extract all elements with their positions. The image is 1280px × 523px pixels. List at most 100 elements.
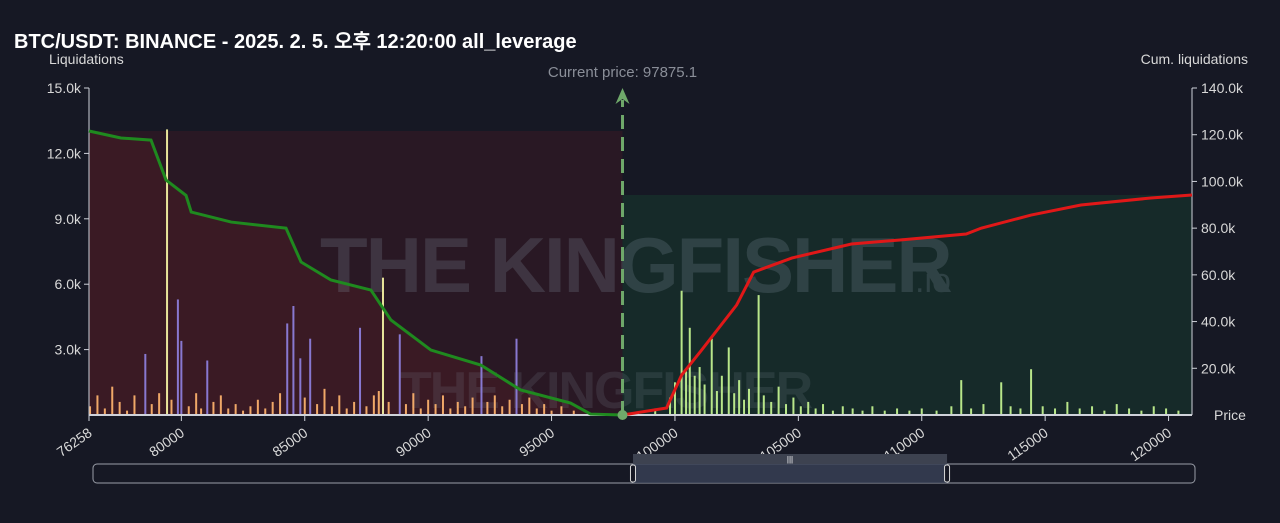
liquidation-bar xyxy=(515,338,518,415)
liquidation-bar xyxy=(187,406,190,415)
liquidation-bar xyxy=(908,410,911,415)
liquidation-bar xyxy=(920,408,923,415)
liquidation-bar xyxy=(219,395,222,415)
watermark-suffix: .io xyxy=(915,262,951,300)
long-liquidation-area xyxy=(622,194,1192,415)
liquidation-bar xyxy=(935,410,938,415)
liquidation-bar xyxy=(309,338,312,415)
liquidation-bar xyxy=(1152,406,1155,415)
liquidation-bar xyxy=(365,406,368,415)
liquidation-bar xyxy=(851,408,854,415)
liquidation-bar xyxy=(195,393,198,415)
liquidation-bar xyxy=(693,375,696,415)
liquidation-bar xyxy=(493,395,496,415)
liquidation-bar xyxy=(303,397,306,415)
liquidation-bar xyxy=(743,399,746,415)
right-tick-label: 40.0k xyxy=(1201,314,1236,330)
liquidation-bar xyxy=(883,410,886,415)
liquidation-bar xyxy=(480,356,483,415)
liquidation-bar xyxy=(419,408,422,415)
zoom-slider[interactable]: ||| xyxy=(92,454,1196,484)
liquidation-bar xyxy=(543,404,546,415)
liquidation-bar xyxy=(427,399,430,415)
liquidation-bar xyxy=(560,406,563,415)
liquidation-bar xyxy=(688,327,691,415)
liquidation-bar xyxy=(412,393,415,415)
liquidation-bar xyxy=(703,384,706,415)
chart-title: BTC/USDT: BINANCE - 2025. 2. 5. 오후 12:20… xyxy=(14,30,577,53)
liquidation-bar xyxy=(206,360,209,415)
liquidation-bar xyxy=(449,408,452,415)
liquidation-bar xyxy=(338,395,341,415)
liquidation-bar xyxy=(807,401,810,415)
liquidation-bar xyxy=(377,391,380,415)
liquidation-bar xyxy=(572,410,575,415)
liquidation-bar xyxy=(715,391,718,415)
liquidation-bar xyxy=(264,408,267,415)
liquidation-bar xyxy=(200,408,203,415)
liquidation-bar xyxy=(1140,410,1143,415)
liquidation-bar xyxy=(1091,406,1094,415)
liquidation-bar xyxy=(180,340,183,415)
left-tick-label: 12.0k xyxy=(47,145,82,161)
right-tick-label: 120.0k xyxy=(1201,127,1244,143)
liquidation-bar xyxy=(680,290,683,415)
liquidation-bar xyxy=(242,410,245,415)
liquidation-bar xyxy=(434,404,437,415)
liquidation-bar xyxy=(381,277,384,415)
cum-long-line xyxy=(622,193,1193,417)
liquidation-bar xyxy=(387,401,390,415)
liquidation-bar xyxy=(733,393,736,415)
liquidation-bar xyxy=(799,406,802,415)
liquidation-bar xyxy=(456,401,459,415)
right-tick-label: 80.0k xyxy=(1201,220,1236,236)
liquidation-bar xyxy=(673,382,676,415)
liquidation-bar xyxy=(1165,408,1168,415)
liquidation-bar xyxy=(528,397,531,415)
liquidation-bar xyxy=(950,406,953,415)
liquidation-bar xyxy=(1019,408,1022,415)
liquidation-bar xyxy=(871,406,874,415)
right-tick-label: 20.0k xyxy=(1201,360,1236,376)
liquidation-bar xyxy=(982,404,985,415)
liquidation-bar xyxy=(654,408,657,415)
liquidation-bar xyxy=(398,334,401,415)
liquidation-bar xyxy=(345,408,348,415)
watermark-text: THE KINGFISHER xyxy=(320,221,951,309)
right-tick-label: 60.0k xyxy=(1201,267,1236,283)
left-tick-label: 3.0k xyxy=(55,342,82,358)
liquidation-bar xyxy=(227,408,230,415)
liquidation-bar xyxy=(970,408,973,415)
slider-handle-right[interactable] xyxy=(944,464,951,483)
liquidation-bar xyxy=(279,393,282,415)
liquidation-bar xyxy=(738,380,741,415)
liquidation-bar xyxy=(777,386,780,415)
right-tick-label: 140.0k xyxy=(1201,80,1244,96)
liquidation-bar xyxy=(1103,410,1106,415)
current-price-marker xyxy=(617,410,628,420)
liquidation-bar xyxy=(669,397,672,415)
liquidation-bar xyxy=(550,410,553,415)
liquidation-bar xyxy=(118,401,121,415)
liquidation-bar xyxy=(323,388,326,415)
liquidation-bar xyxy=(441,395,444,415)
liquidation-bar xyxy=(176,299,179,415)
liquidation-bar xyxy=(271,401,274,415)
liquidation-bar xyxy=(896,408,899,415)
liquidation-bar xyxy=(234,404,237,415)
liquidation-bar xyxy=(316,404,319,415)
left-tick-label: 15.0k xyxy=(47,80,82,96)
slider-handle-left[interactable] xyxy=(629,464,636,483)
liquidation-bar xyxy=(1009,406,1012,415)
liquidation-bar xyxy=(1115,404,1118,415)
watermark: THE KINGFISHER .io THE KINGFISHER xyxy=(320,221,953,420)
liquidation-bar xyxy=(212,401,215,415)
x-axis-label: Price xyxy=(1214,407,1246,423)
liquidation-bar xyxy=(471,397,474,415)
liquidation-bar xyxy=(286,323,289,415)
cum-short-line xyxy=(88,129,623,417)
liquidation-bar xyxy=(111,386,114,415)
liquidation-bar xyxy=(126,410,129,415)
liquidation-bar xyxy=(166,129,169,416)
